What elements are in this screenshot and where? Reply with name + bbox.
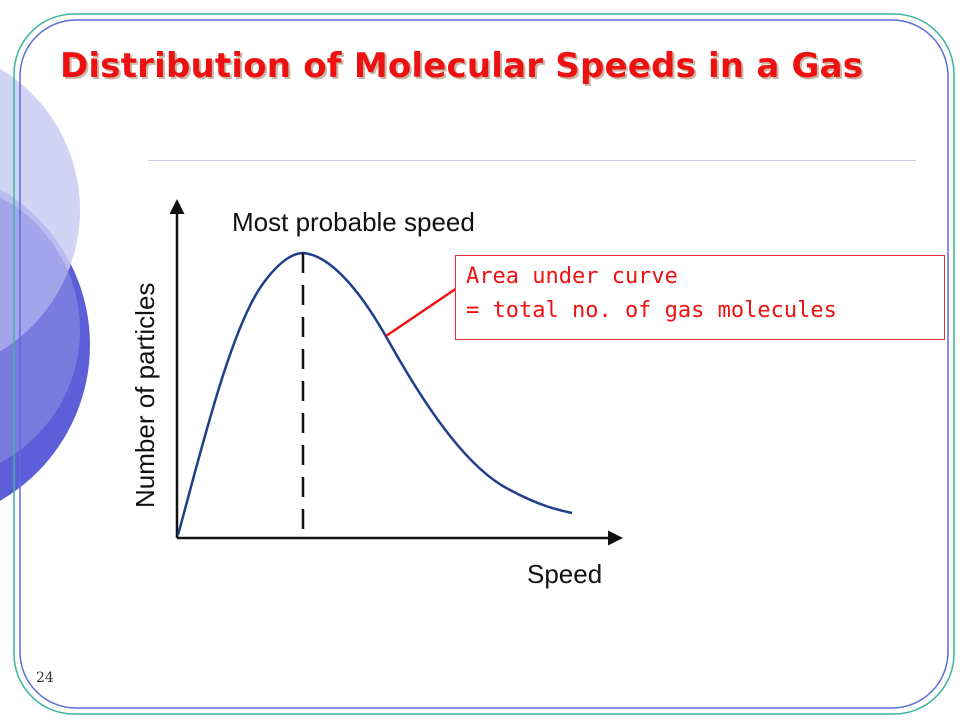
x-axis-label: Speed: [527, 559, 602, 589]
slide-title: Distribution of Molecular Speeds in a Ga…: [60, 46, 864, 86]
callout-line-2: = total no. of gas molecules: [466, 298, 837, 323]
slide-frame-outer: [13, 13, 955, 715]
title-underline: [148, 160, 916, 161]
callout-line-1: Area under curve: [466, 264, 678, 289]
page-number: 24: [36, 670, 54, 686]
peak-label: Most probable speed: [232, 207, 475, 237]
slide-frame-inner: [19, 19, 949, 709]
area-callout-box: Area under curve = total no. of gas mole…: [455, 255, 945, 340]
callout-pointer: [385, 286, 458, 338]
y-axis-label: Number of particles: [130, 283, 160, 508]
speed-distribution-curve: [176, 251, 573, 536]
